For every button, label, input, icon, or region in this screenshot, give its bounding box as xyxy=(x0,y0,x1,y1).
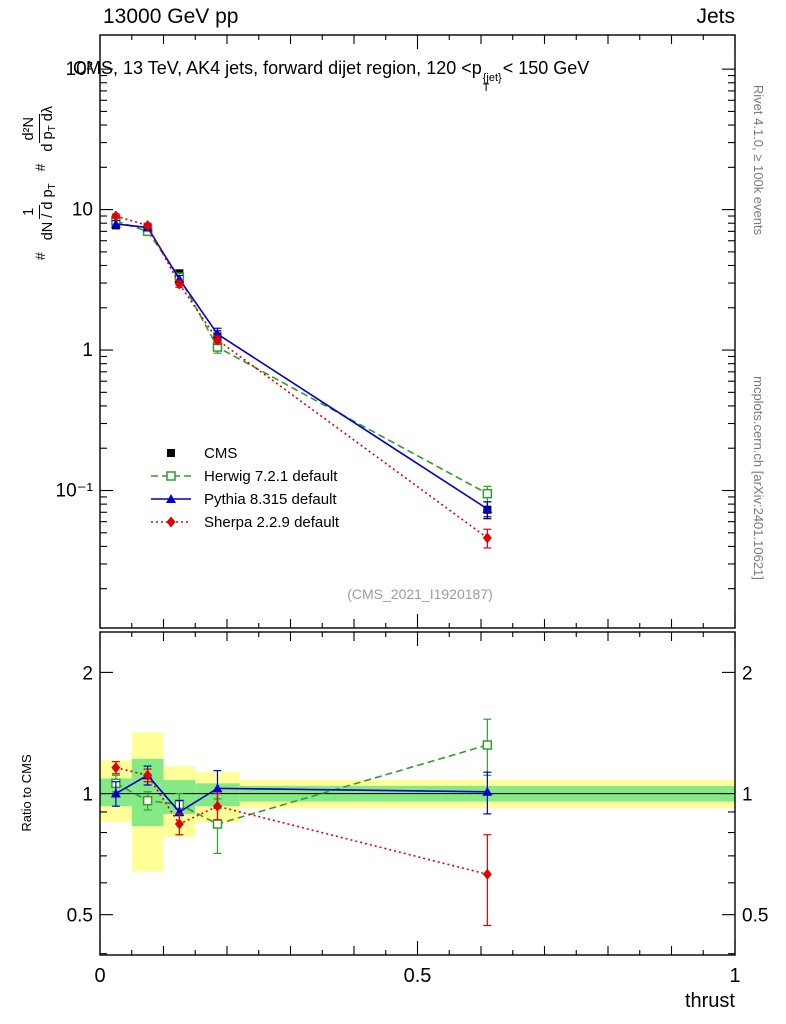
svg-text:0: 0 xyxy=(94,965,105,987)
ratio-y-axis-label: Ratio to CMS xyxy=(19,754,34,832)
ylabel-frac1-numerator: 1 xyxy=(21,204,40,219)
plot-title: CMS, 13 TeV, AK4 jets, forward dijet reg… xyxy=(73,58,590,94)
pythia-legend-marker-icon xyxy=(151,494,191,503)
legend-label-herwig: Herwig 7.2.1 default xyxy=(204,467,338,485)
axis-ticks xyxy=(99,35,736,955)
legend-label-pythia: Pythia 8.315 default xyxy=(204,490,337,508)
main-panel-frame xyxy=(99,34,736,629)
ylabel-fraction-1: 1 dN / d pT xyxy=(21,183,58,240)
analysis-group-header: Jets xyxy=(696,5,735,28)
svg-text:10: 10 xyxy=(72,200,93,221)
ylabel-frac2-denominator: d pT dλ xyxy=(40,106,59,152)
legend-label-sherpa: Sherpa 2.2.9 default xyxy=(204,513,340,531)
legend-item-pythia: Pythia 8.315 default xyxy=(148,490,339,508)
svg-text:2: 2 xyxy=(82,663,93,684)
ylabel-frac2-den-text: d p xyxy=(39,131,56,152)
legend: CMS Herwig 7.2.1 default Pythia 8.315 de… xyxy=(148,444,339,531)
svg-text:10⁻¹: 10⁻¹ xyxy=(56,481,94,502)
plot-title-suffix: < 150 GeV xyxy=(502,58,590,78)
svg-text:1: 1 xyxy=(742,785,753,806)
legend-item-herwig: Herwig 7.2.1 default xyxy=(148,467,339,485)
ylabel-frac2-numerator: d²N xyxy=(21,114,40,144)
main-y-axis-label: # 1 dN / d pT # d²N d pT dλ xyxy=(17,18,63,348)
cms-legend-marker-icon xyxy=(167,449,175,457)
series-sherpa-main xyxy=(111,210,492,549)
legend-item-cms: CMS xyxy=(148,444,339,462)
mcplots-attribution-text: mcplots.cern.ch [arXiv:2401.10621] xyxy=(751,376,766,580)
pt-superscript: {jet} xyxy=(482,72,502,84)
x-axis-label: thrust xyxy=(684,990,735,1012)
ylabel-fraction-2: d²N d pT dλ xyxy=(21,106,58,152)
svg-text:0.5: 0.5 xyxy=(742,906,768,927)
beam-energy-header: 13000 GeV pp xyxy=(103,5,239,28)
svg-text:0.5: 0.5 xyxy=(404,965,432,987)
ylabel-frac1-den-sub: T xyxy=(46,183,58,190)
svg-text:1: 1 xyxy=(82,340,93,361)
svg-text:10²: 10² xyxy=(66,59,93,80)
ylabel-frac1-denominator: dN / d pT xyxy=(40,183,59,240)
pt-subscript: T xyxy=(482,82,490,94)
analysis-id-watermark: (CMS_2021_I1920187) xyxy=(347,586,493,602)
herwig-legend-marker-icon xyxy=(151,471,191,481)
ylabel-hash-1: # xyxy=(32,252,48,261)
legend-item-sherpa: Sherpa 2.2.9 default xyxy=(148,513,339,531)
ylabel-hash-2: # xyxy=(32,163,48,172)
ylabel-frac2-den-post: dλ xyxy=(39,105,56,126)
ylabel-frac2-den-sub: T xyxy=(46,125,58,132)
svg-text:2: 2 xyxy=(742,663,753,684)
pt-jet-notation: {jet} T xyxy=(482,72,502,94)
svg-text:1: 1 xyxy=(82,785,93,806)
svg-text:1: 1 xyxy=(729,965,740,987)
tick-labels: 10² 10 1 10⁻¹ 0.5 0.5 1 1 2 2 0 0.5 1 xyxy=(56,59,769,987)
legend-label-cms: CMS xyxy=(204,444,238,462)
ylabel-frac1-den-text: dN / d p xyxy=(39,189,56,241)
sherpa-legend-marker-icon xyxy=(151,516,191,528)
plot-title-text: CMS, 13 TeV, AK4 jets, forward dijet reg… xyxy=(73,58,482,78)
rivet-version-text: Rivet 4.1.0, ≥ 100k events xyxy=(751,84,766,236)
svg-text:0.5: 0.5 xyxy=(67,906,93,927)
series-sherpa-ratio xyxy=(111,761,492,927)
